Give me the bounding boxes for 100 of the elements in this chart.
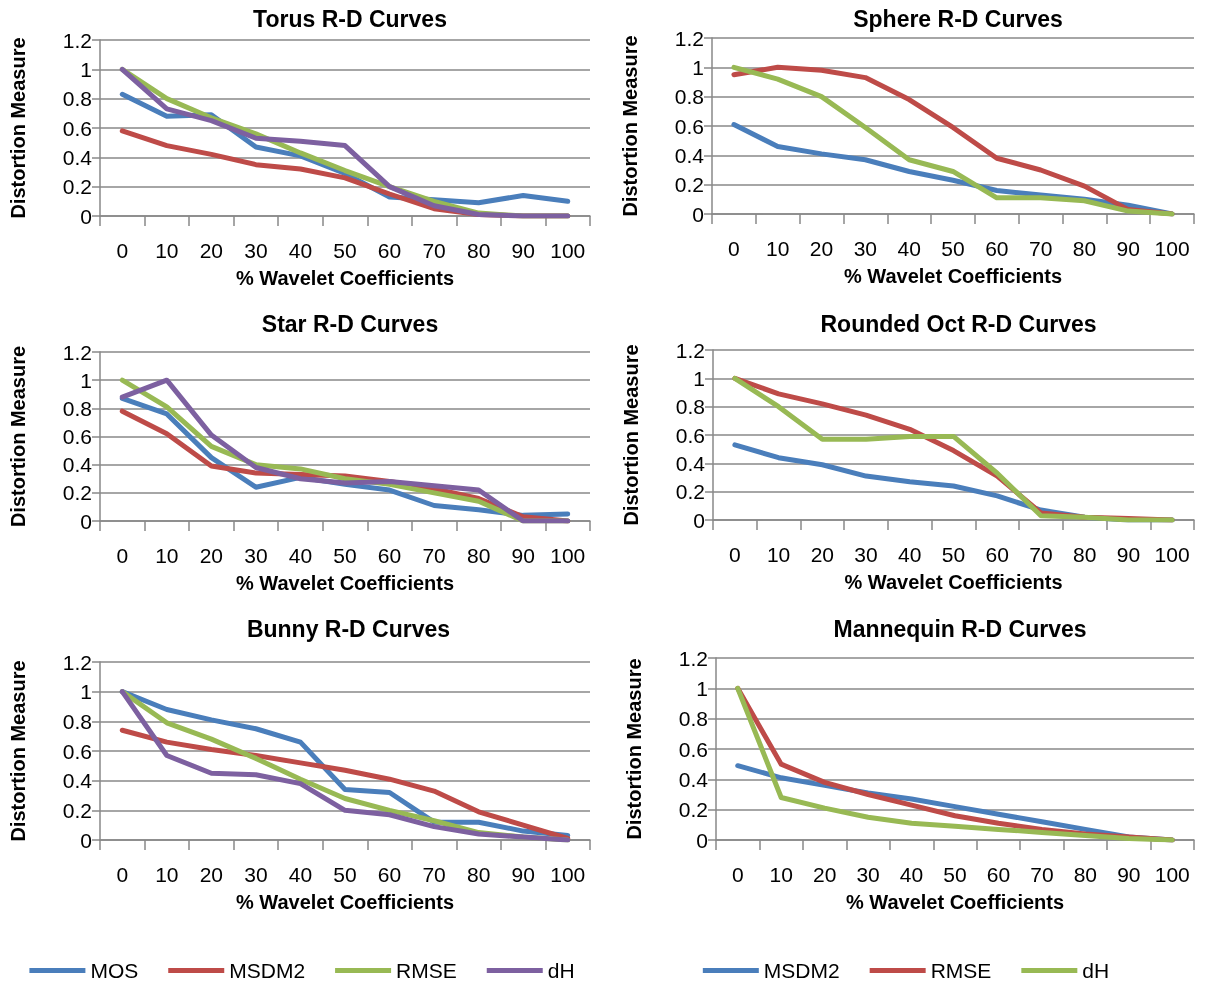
x-axis-title: % Wavelet Coefficients [235,267,455,289]
x-tick-label: 0 [731,863,744,886]
x-tick-label: 20 [812,863,837,886]
y-tick-label: 0.8 [62,709,92,733]
y-tick-label: 0 [80,204,92,228]
chart-title: Sphere R-D Curves [853,5,1063,32]
y-axis-title: Distortion Measure [7,345,29,528]
x-tick-label: 80 [466,544,491,567]
y-tick-label: 0.4 [675,451,706,475]
x-tick-label: 20 [810,543,834,566]
x-tick-label: 20 [809,237,834,260]
legend-label: MOS [90,959,139,982]
x-tick-label: 100 [1154,543,1190,566]
x-tick-label: 40 [288,863,313,886]
x-tick-label: 90 [511,239,535,262]
x-tick-label: 30 [856,863,880,886]
x-tick-label: 10 [155,239,179,262]
x-tick-label: 90 [511,544,535,567]
x-tick-label: 90 [1116,543,1141,566]
x-tick-label: 70 [1030,863,1054,886]
y-axis-title: Distortion Measure [619,35,641,217]
x-tick-label: 70 [1028,237,1053,260]
x-tick-label: 70 [422,863,446,886]
y-tick-label: 0.6 [62,425,92,448]
y-tick-label: 1 [693,366,705,390]
y-axis-title: Distortion Measure [623,658,645,840]
y-tick-label: 1 [80,57,92,81]
x-tick-label: 0 [728,237,740,260]
x-tick-label: 70 [1029,543,1053,566]
y-tick-label: 0.4 [62,145,93,169]
legend-label: dH [1082,959,1110,982]
y-tick-label: 0.2 [62,481,92,505]
x-tick-label: 50 [333,239,357,262]
legend-label: MSDM2 [229,959,306,982]
x-tick-label: 40 [288,544,313,567]
y-tick-label: 0.2 [674,173,704,197]
x-tick-label: 30 [244,239,268,262]
y-tick-label: 0.8 [675,395,705,419]
x-tick-label: 0 [729,543,741,566]
x-tick-label: 40 [288,239,313,262]
y-axis-title: Distortion Measure [620,344,642,526]
y-tick-label: 1.2 [62,650,92,674]
x-tick-label: 70 [422,544,446,567]
legend-label: RMSE [396,959,457,982]
y-tick-label: 1 [696,676,708,700]
y-tick-label: 0.8 [674,85,704,109]
y-tick-label: 0 [693,508,705,532]
y-tick-label: 0.8 [62,396,92,420]
chart-title: Rounded Oct R-D Curves [820,310,1097,337]
x-axis-title: % Wavelet Coefficients [235,891,455,913]
x-tick-label: 30 [244,863,268,886]
x-tick-label: 50 [333,544,357,567]
x-tick-label: 30 [853,237,878,260]
x-tick-label: 20 [199,863,224,886]
x-tick-label: 10 [766,237,790,260]
x-tick-label: 90 [1116,237,1140,260]
x-tick-label: 50 [941,237,965,260]
x-tick-label: 70 [422,239,446,262]
y-tick-label: 0.6 [678,737,708,761]
x-tick-label: 10 [769,863,793,886]
x-tick-label: 40 [899,863,924,886]
x-tick-label: 30 [854,543,878,566]
x-tick-label: 80 [466,239,491,262]
x-tick-label: 100 [1154,237,1190,260]
y-tick-label: 0.8 [62,87,92,111]
y-tick-label: 0.6 [674,114,704,138]
x-tick-label: 20 [199,544,224,567]
x-tick-label: 100 [550,863,586,886]
x-tick-label: 10 [766,543,791,566]
x-axis-title: % Wavelet Coefficients [843,265,1063,287]
y-tick-label: 0.6 [675,423,705,447]
y-axis-title: Distortion Measure [7,37,29,219]
y-tick-label: 0 [80,828,92,852]
x-tick-label: 90 [1117,863,1141,886]
x-tick-label: 60 [985,543,1009,566]
y-tick-label: 0.8 [678,707,708,731]
y-tick-label: 0.4 [62,453,93,477]
legend-label: MSDM2 [763,959,840,982]
y-tick-label: 1.2 [62,28,92,52]
x-tick-label: 0 [116,863,129,886]
x-axis-title: % Wavelet Coefficients [844,571,1063,593]
x-tick-label: 40 [898,543,922,566]
y-axis-title: Distortion Measure [7,660,29,842]
y-tick-label: 0.6 [62,116,92,140]
y-tick-label: 0 [80,509,92,533]
y-tick-label: 0.2 [62,798,92,822]
chart-title: Torus R-D Curves [253,5,447,32]
y-tick-label: 0.4 [674,143,705,167]
x-tick-label: 100 [550,239,586,262]
x-tick-label: 100 [1154,863,1190,886]
x-tick-label: 80 [466,863,491,886]
x-tick-label: 0 [116,239,129,262]
legend-label: dH [547,959,575,982]
y-tick-label: 0.2 [62,175,92,199]
x-tick-label: 60 [985,237,1009,260]
y-tick-label: 1 [692,55,704,79]
x-tick-label: 50 [941,543,966,566]
x-tick-label: 80 [1072,237,1097,260]
legend-label: RMSE [930,959,992,982]
x-tick-label: 80 [1073,863,1098,886]
